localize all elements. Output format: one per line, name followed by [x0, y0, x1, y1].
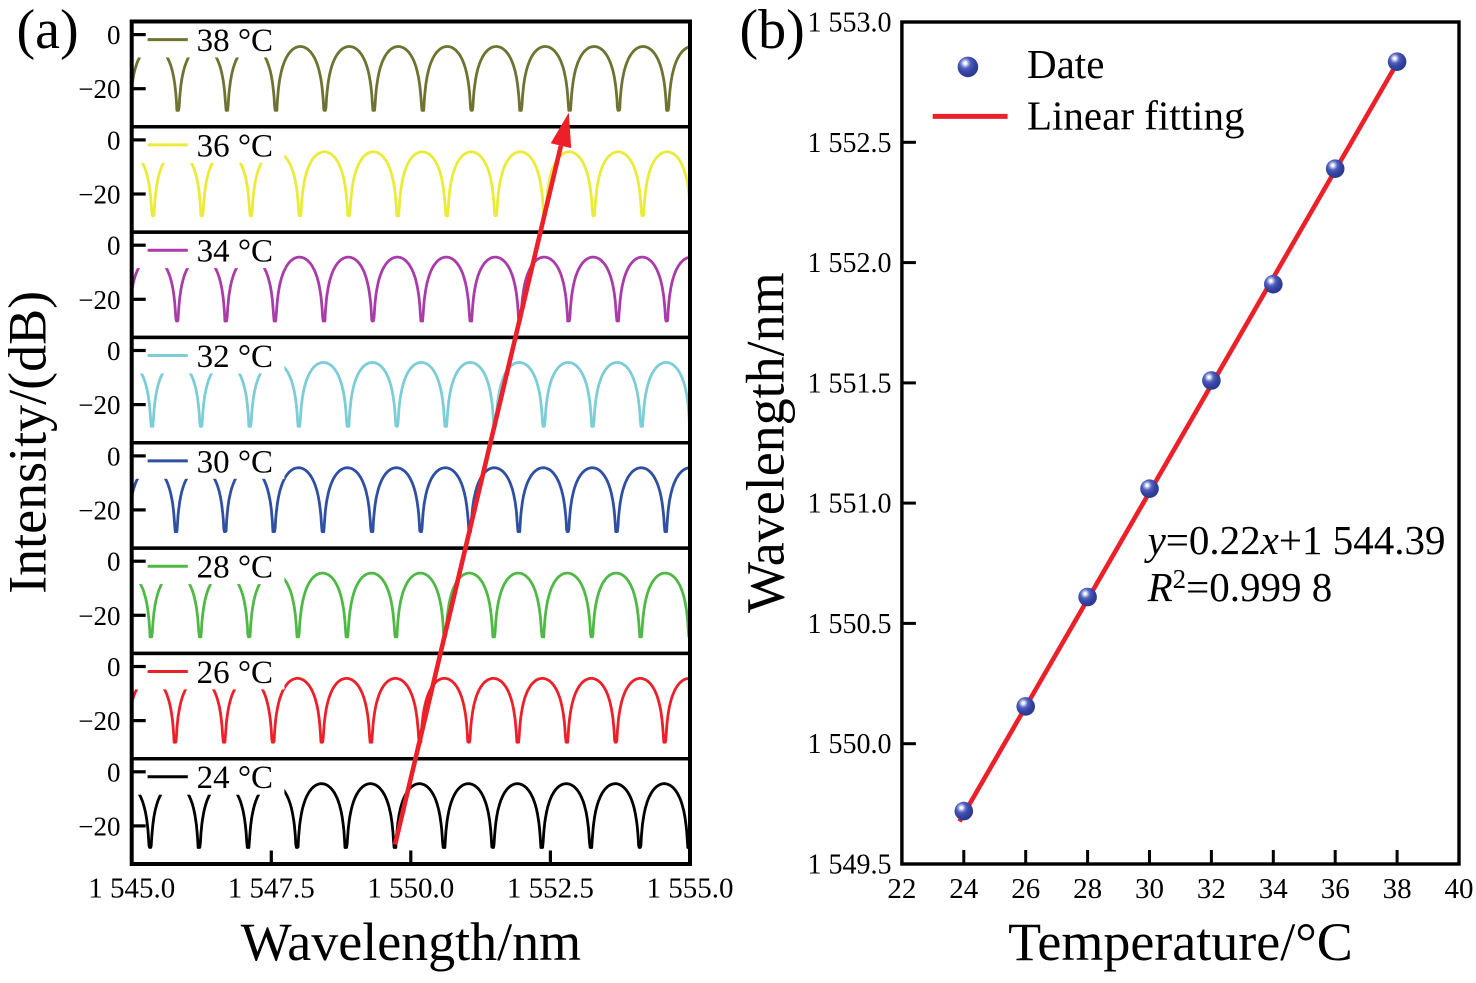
svg-text:0: 0 — [107, 652, 121, 682]
svg-text:0: 0 — [107, 547, 121, 577]
svg-text:40: 40 — [1445, 873, 1474, 905]
svg-text:1 551.0: 1 551.0 — [808, 489, 892, 520]
svg-text:30: 30 — [1135, 873, 1164, 905]
svg-text:0: 0 — [107, 231, 121, 261]
svg-text:36 °C: 36 °C — [197, 128, 273, 164]
svg-text:1 555.0: 1 555.0 — [647, 873, 734, 905]
svg-text:−20: −20 — [78, 285, 120, 315]
svg-text:28 °C: 28 °C — [197, 550, 273, 586]
svg-text:(a): (a) — [17, 0, 79, 61]
svg-text:0: 0 — [107, 125, 121, 155]
svg-text:1 545.0: 1 545.0 — [88, 873, 175, 905]
svg-text:1 552.5: 1 552.5 — [808, 128, 892, 159]
svg-text:Temperature/°C: Temperature/°C — [1008, 912, 1353, 972]
svg-text:28: 28 — [1073, 873, 1102, 905]
svg-text:−20: −20 — [78, 811, 120, 841]
svg-text:32: 32 — [1197, 873, 1226, 905]
svg-text:1 547.5: 1 547.5 — [228, 873, 315, 905]
svg-text:32 °C: 32 °C — [197, 339, 273, 375]
svg-text:22: 22 — [887, 873, 916, 905]
svg-text:1 551.5: 1 551.5 — [808, 368, 892, 399]
svg-text:R2=0.999 8: R2=0.999 8 — [1147, 564, 1333, 610]
svg-text:24: 24 — [949, 873, 979, 905]
svg-text:1 552.5: 1 552.5 — [507, 873, 594, 905]
svg-text:Date: Date — [1027, 41, 1104, 87]
svg-text:0: 0 — [107, 336, 121, 366]
svg-text:(b): (b) — [740, 0, 805, 61]
svg-text:1 552.0: 1 552.0 — [808, 248, 892, 279]
svg-text:34: 34 — [1259, 873, 1289, 905]
svg-text:1 549.5: 1 549.5 — [808, 850, 892, 881]
svg-text:Wavelength/nm: Wavelength/nm — [736, 272, 796, 613]
svg-text:1 550.5: 1 550.5 — [808, 609, 892, 640]
svg-text:0: 0 — [107, 20, 121, 50]
svg-text:24 °C: 24 °C — [197, 760, 273, 796]
svg-text:1 550.0: 1 550.0 — [808, 729, 892, 760]
svg-text:34 °C: 34 °C — [197, 234, 273, 270]
svg-text:Wavelength/nm: Wavelength/nm — [241, 912, 582, 972]
svg-text:26 °C: 26 °C — [197, 655, 273, 691]
svg-text:−20: −20 — [78, 706, 120, 736]
svg-text:Intensity/(dB): Intensity/(dB) — [0, 291, 58, 594]
svg-text:−20: −20 — [78, 495, 120, 525]
svg-text:y=0.22x+1 544.39: y=0.22x+1 544.39 — [1144, 517, 1446, 563]
svg-text:38 °C: 38 °C — [197, 23, 273, 59]
svg-text:1 550.0: 1 550.0 — [367, 873, 454, 905]
svg-text:36: 36 — [1321, 873, 1350, 905]
svg-text:−20: −20 — [78, 390, 120, 420]
svg-text:30 °C: 30 °C — [197, 444, 273, 480]
svg-text:−20: −20 — [78, 601, 120, 631]
svg-text:38: 38 — [1383, 873, 1412, 905]
svg-text:0: 0 — [107, 757, 121, 787]
svg-text:Linear fitting: Linear fitting — [1027, 93, 1244, 139]
svg-text:0: 0 — [107, 441, 121, 471]
svg-text:−20: −20 — [78, 74, 120, 104]
svg-text:1 553.0: 1 553.0 — [808, 8, 892, 39]
svg-text:26: 26 — [1011, 873, 1040, 905]
svg-text:−20: −20 — [78, 180, 120, 210]
